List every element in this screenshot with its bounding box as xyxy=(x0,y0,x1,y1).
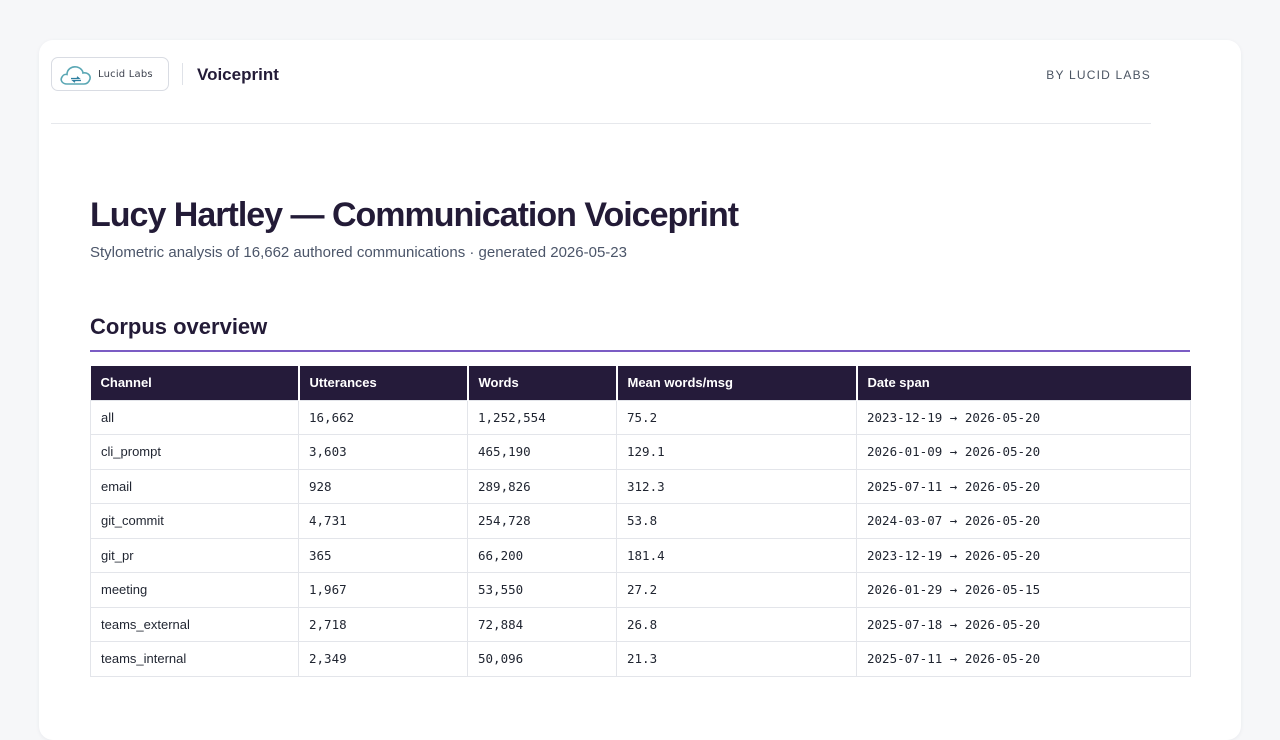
cell-words: 1,252,554 xyxy=(467,399,617,435)
section-title-corpus-overview: Corpus overview xyxy=(90,314,268,339)
cell-date-span: 2023-12-19 → 2026-05-20 xyxy=(856,537,1191,573)
corpus-overview-table: Channel Utterances Words Mean words/msg … xyxy=(90,366,1191,677)
cell-channel: all xyxy=(90,399,299,435)
cloud-sync-icon xyxy=(60,66,91,85)
byline: BY LUCID LABS xyxy=(1046,68,1151,82)
cell-channel: git_pr xyxy=(90,537,299,573)
cell-words: 53,550 xyxy=(467,572,617,608)
cell-channel: cli_prompt xyxy=(90,434,299,470)
cell-mean-words: 27.2 xyxy=(616,572,857,608)
cell-utterances: 16,662 xyxy=(298,399,468,435)
cell-utterances: 2,718 xyxy=(298,606,468,642)
cell-channel: teams_external xyxy=(90,606,299,642)
column-header-date-span: Date span xyxy=(856,366,1191,400)
table-row: all 16,662 1,252,554 75.2 2023-12-19 → 2026-… xyxy=(90,399,1191,435)
cell-utterances: 2,349 xyxy=(298,641,468,677)
table-header-row: Channel Utterances Words Mean words/msg … xyxy=(90,366,1191,400)
cell-words: 254,728 xyxy=(467,503,617,539)
logo-wordmark: Lucid Labs xyxy=(98,69,153,80)
cell-words: 66,200 xyxy=(467,537,617,573)
product-name: Voiceprint xyxy=(197,65,279,84)
brand-divider xyxy=(182,63,183,85)
brand-logo: Lucid Labs xyxy=(51,57,169,91)
table-row: git_commit 4,731 254,728 53.8 2024-03-07 → 2… xyxy=(90,503,1191,539)
table-row: git_pr 365 66,200 181.4 2023-12-19 → 2026-05… xyxy=(90,537,1191,573)
table-row: meeting 1,967 53,550 27.2 2026-01-29 → 2026-… xyxy=(90,572,1191,608)
column-header-words: Words xyxy=(467,366,618,400)
column-header-utterances: Utterances xyxy=(298,366,469,400)
report-header: Lucid Labs Voiceprint BY LUCID LABS xyxy=(51,57,1151,124)
table-row: teams_internal 2,349 50,096 21.3 2025-07-11 … xyxy=(90,641,1191,677)
cell-date-span: 2026-01-29 → 2026-05-15 xyxy=(856,572,1191,608)
cell-words: 465,190 xyxy=(467,434,617,470)
cell-date-span: 2025-07-18 → 2026-05-20 xyxy=(856,606,1191,642)
cell-utterances: 3,603 xyxy=(298,434,468,470)
table-row: email 928 289,826 312.3 2025-07-11 → 2026-05… xyxy=(90,468,1191,504)
cell-mean-words: 312.3 xyxy=(616,468,857,504)
column-header-channel: Channel xyxy=(90,366,300,400)
table-row: cli_prompt 3,603 465,190 129.1 2026-01-09 → … xyxy=(90,434,1191,470)
table-row: teams_external 2,718 72,884 26.8 2025-07-18 … xyxy=(90,606,1191,642)
cell-words: 289,826 xyxy=(467,468,617,504)
cell-utterances: 4,731 xyxy=(298,503,468,539)
cell-channel: git_commit xyxy=(90,503,299,539)
table-body: all 16,662 1,252,554 75.2 2023-12-19 → 2026-… xyxy=(90,399,1191,677)
cell-channel: teams_internal xyxy=(90,641,299,677)
cell-utterances: 1,967 xyxy=(298,572,468,608)
cell-date-span: 2025-07-11 → 2026-05-20 xyxy=(856,641,1191,677)
section-divider xyxy=(90,350,1190,352)
cell-mean-words: 26.8 xyxy=(616,606,857,642)
cell-utterances: 928 xyxy=(298,468,468,504)
cell-words: 72,884 xyxy=(467,606,617,642)
cell-mean-words: 75.2 xyxy=(616,399,857,435)
cell-channel: email xyxy=(90,468,299,504)
cell-date-span: 2024-03-07 → 2026-05-20 xyxy=(856,503,1191,539)
cell-date-span: 2025-07-11 → 2026-05-20 xyxy=(856,468,1191,504)
cell-date-span: 2023-12-19 → 2026-05-20 xyxy=(856,399,1191,435)
cell-mean-words: 181.4 xyxy=(616,537,857,573)
cell-mean-words: 21.3 xyxy=(616,641,857,677)
cell-utterances: 365 xyxy=(298,537,468,573)
cell-words: 50,096 xyxy=(467,641,617,677)
cell-mean-words: 129.1 xyxy=(616,434,857,470)
cell-mean-words: 53.8 xyxy=(616,503,857,539)
cell-date-span: 2026-01-09 → 2026-05-20 xyxy=(856,434,1191,470)
page-title: Lucy Hartley — Communication Voiceprint xyxy=(90,196,739,234)
cell-channel: meeting xyxy=(90,572,299,608)
page-subtitle: Stylometric analysis of 16,662 authored … xyxy=(90,244,627,261)
column-header-mean-words: Mean words/msg xyxy=(616,366,858,400)
